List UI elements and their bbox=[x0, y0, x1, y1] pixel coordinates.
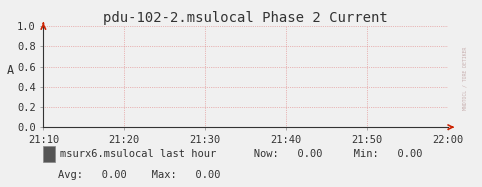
Text: msurx6.msulocal last hour      Now:   0.00     Min:   0.00: msurx6.msulocal last hour Now: 0.00 Min:… bbox=[60, 149, 423, 159]
Y-axis label: A: A bbox=[6, 64, 13, 77]
Text: MNDTOCL / TORE DETIKER: MNDTOCL / TORE DETIKER bbox=[463, 47, 468, 110]
Title: pdu-102-2.msulocal Phase 2 Current: pdu-102-2.msulocal Phase 2 Current bbox=[104, 11, 388, 25]
Text: Avg:   0.00    Max:   0.00: Avg: 0.00 Max: 0.00 bbox=[58, 170, 220, 180]
